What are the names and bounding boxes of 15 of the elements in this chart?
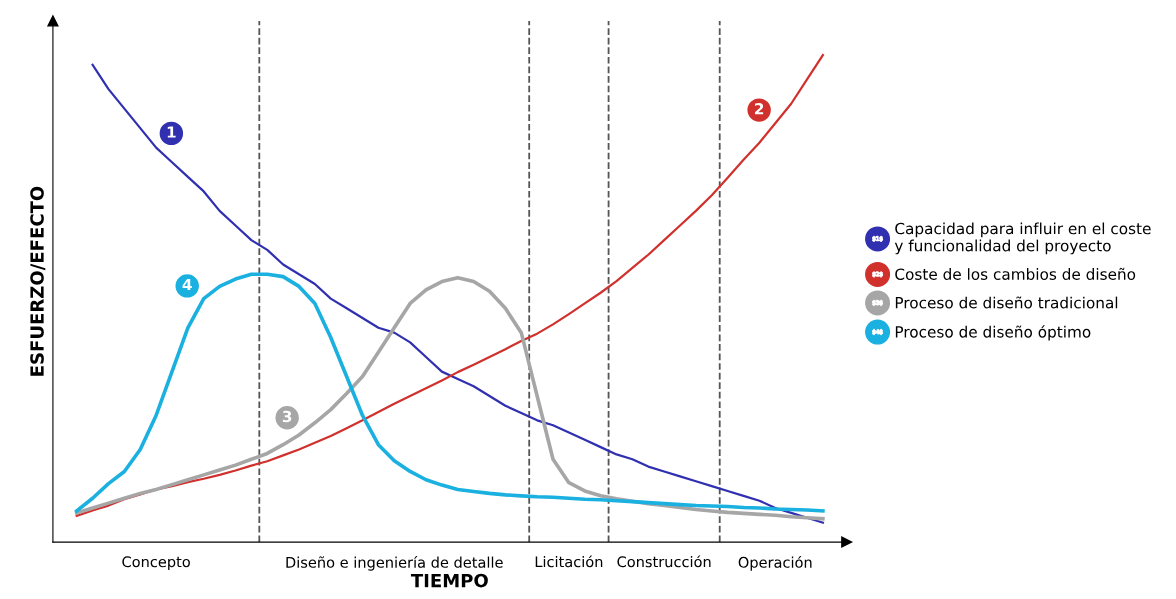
x-tick-label: Operación	[738, 555, 812, 571]
x-tick-label: Diseño e ingeniería de detalle	[286, 555, 503, 571]
annotation: 2	[755, 102, 764, 115]
annotation: 1	[167, 126, 176, 138]
legend-label: Capacidad para influir en el coste y funcionalidad del proyecto	[894, 222, 1151, 255]
x-axis-title: TIEMPO	[410, 573, 488, 588]
legend-label: Proceso de diseño óptimo	[895, 325, 1091, 341]
x-tick-label: Construcción	[617, 555, 711, 568]
annotation: 3	[282, 410, 292, 423]
legend-label: Coste de los cambios de diseño	[895, 267, 1136, 280]
legend-label: Proceso de diseño tradicional	[895, 296, 1118, 309]
x-tick-label: Concepto	[122, 556, 190, 571]
annotation: 4	[182, 278, 192, 291]
y-axis-title: ESFUERZO/EFECTO	[30, 186, 46, 376]
x-tick-label: Licitación	[535, 555, 603, 568]
